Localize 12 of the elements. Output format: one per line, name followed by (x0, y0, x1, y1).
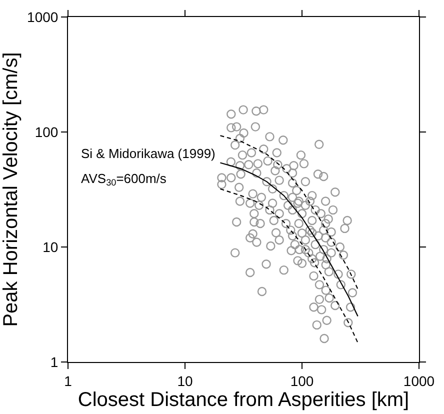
y-tick-label: 1000 (27, 8, 58, 25)
x-tick-label: 100 (290, 372, 314, 389)
x-tick-label: 1000 (403, 372, 435, 389)
y-tick-label: 1 (50, 354, 58, 370)
y-axis-title: Peak Horizontal Velocity [cm/s] (0, 52, 22, 327)
y-tick-label: 10 (42, 238, 58, 255)
x-tick-label: 1 (64, 372, 72, 389)
y-tick-label: 100 (34, 124, 58, 140)
annotation: AVS$_{30}$=600m/s (81, 171, 167, 188)
x-tick-label: 10 (177, 372, 193, 389)
annotation: Si & Midorikawa (1999) (81, 146, 216, 161)
x-axis-title: Closest Distance from Asperities [km] (78, 388, 410, 411)
